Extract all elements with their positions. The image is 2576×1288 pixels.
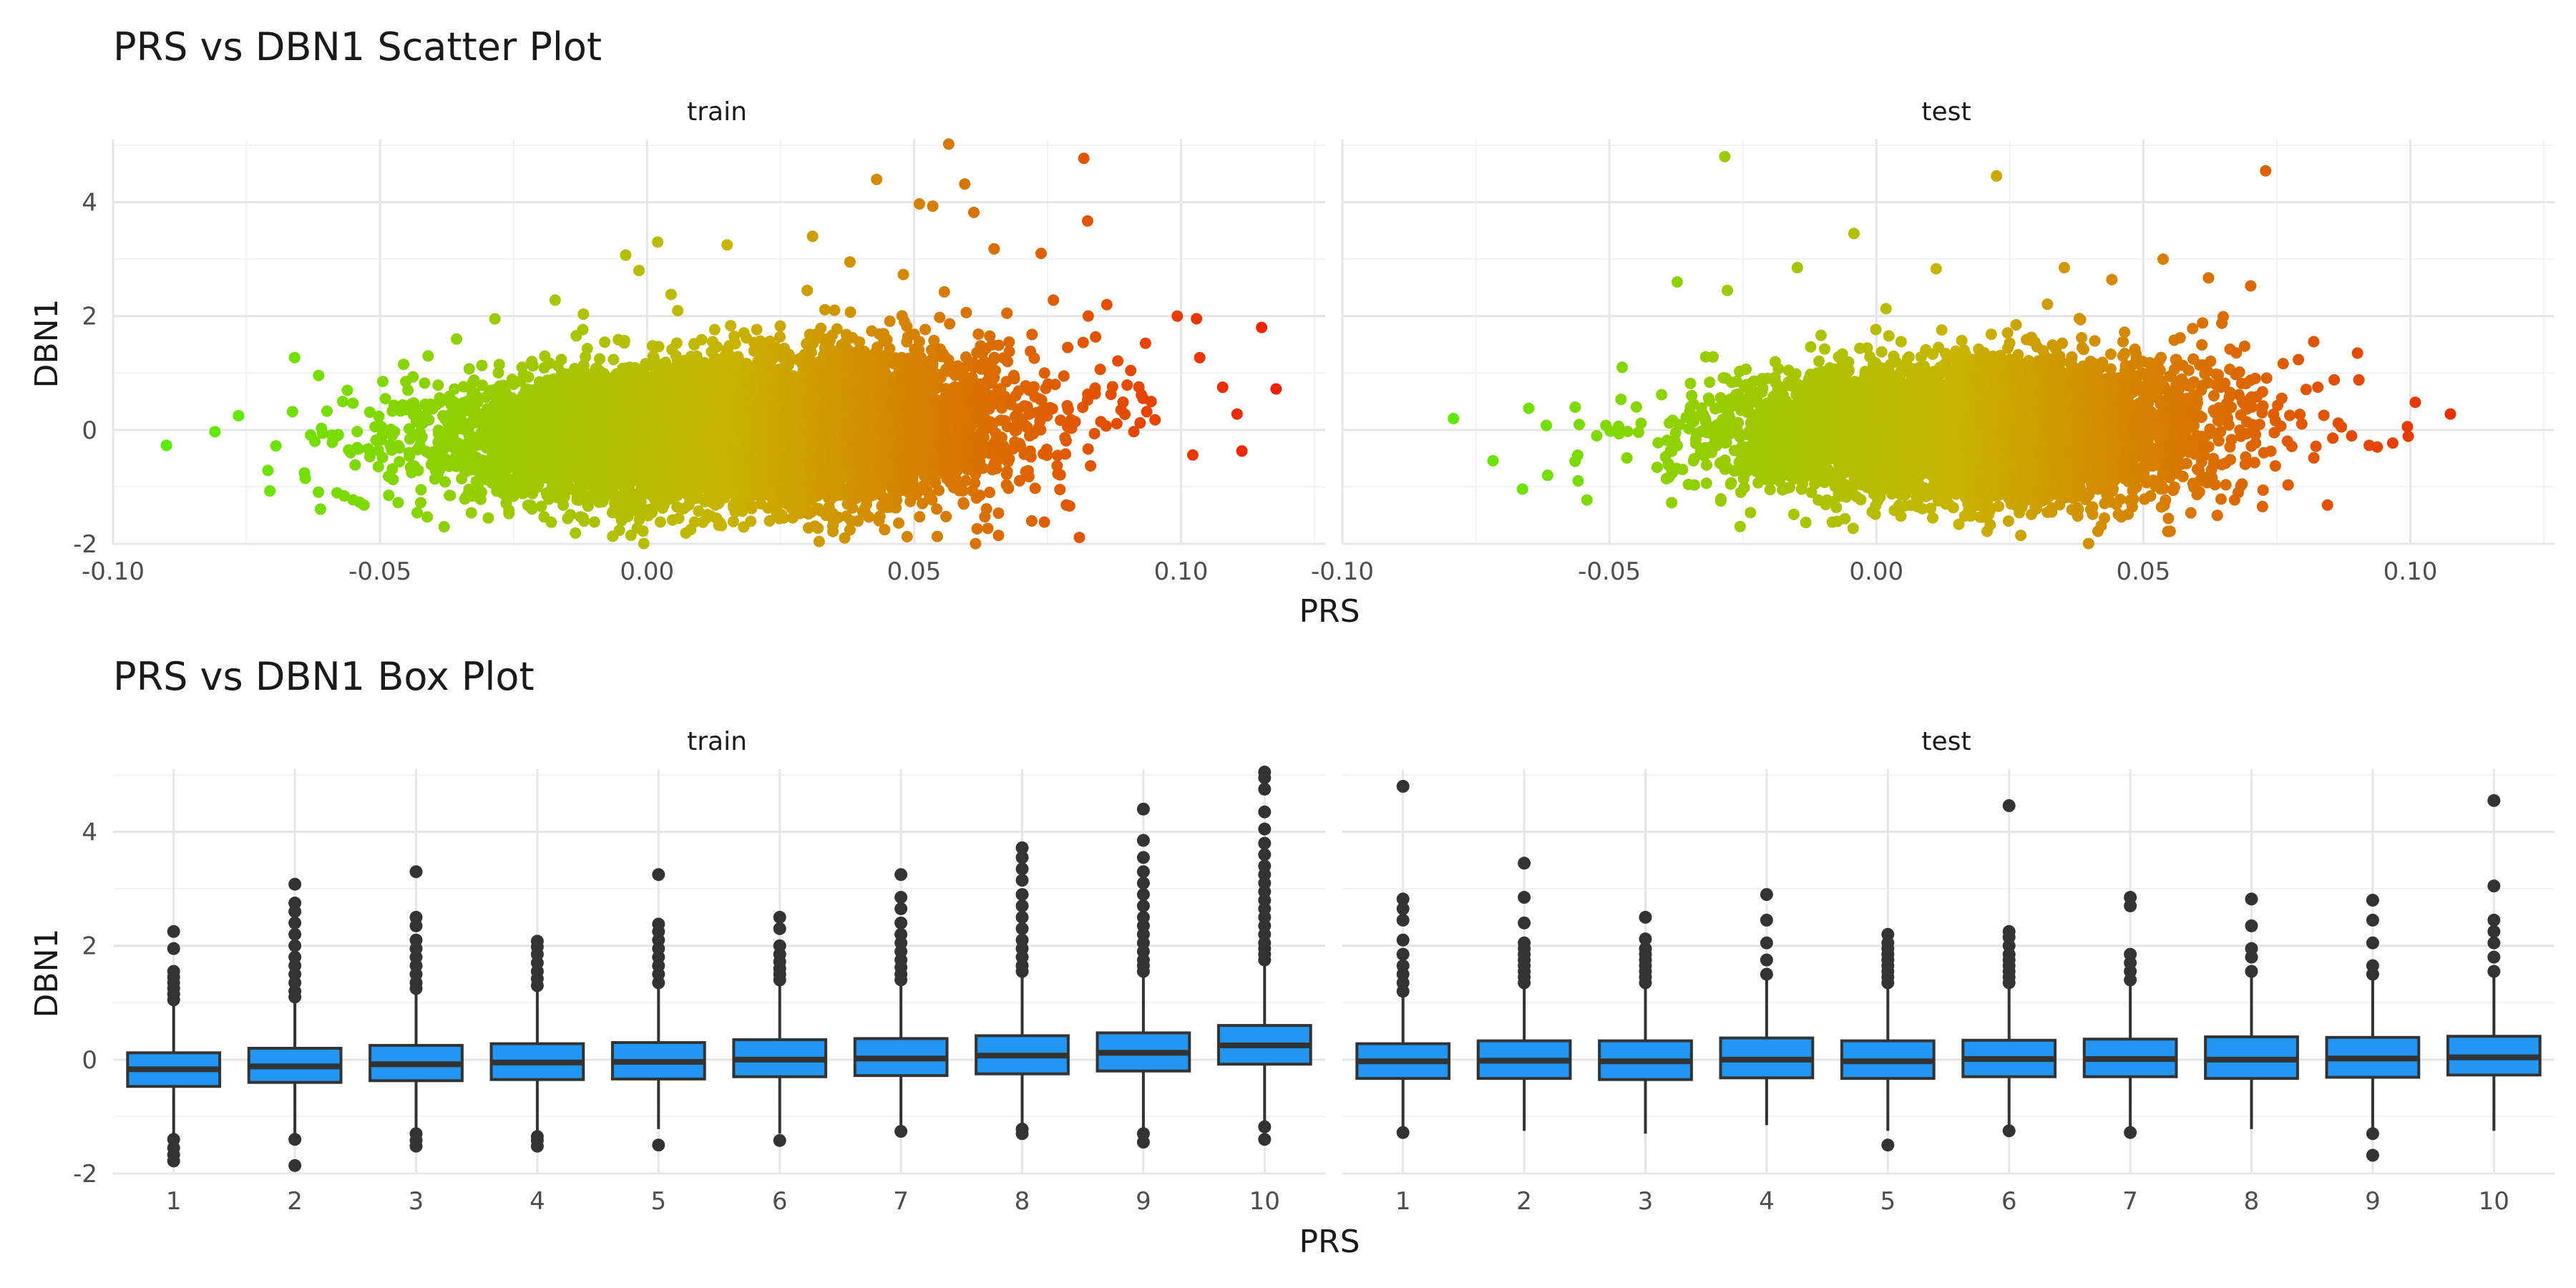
scatter-point [594, 353, 606, 365]
scatter-point [1060, 448, 1072, 460]
scatter-point [608, 353, 620, 366]
scatter-point [1112, 355, 1124, 367]
x-tick-label: -0.05 [348, 557, 411, 586]
scatter-point [522, 499, 534, 512]
scatter-point [914, 511, 926, 523]
y-tick-label: 2 [82, 303, 97, 331]
scatter-point [387, 474, 399, 486]
scatter-point [404, 450, 416, 462]
scatter-point [476, 359, 488, 371]
scatter-point [493, 358, 505, 371]
scatter-point [1002, 356, 1014, 368]
scatter-point [706, 336, 718, 348]
scatter-point [1013, 437, 1025, 449]
scatter-point [376, 452, 389, 464]
scatter-point [1085, 459, 1097, 472]
scatter-point [349, 459, 361, 471]
scatter-point [992, 530, 1005, 542]
scatter-point [919, 323, 932, 336]
scatter-point [774, 320, 786, 332]
scatter-point [1095, 416, 1107, 428]
scatter-point [944, 318, 956, 330]
scatter-point [421, 511, 434, 523]
scatter-point [465, 507, 477, 519]
scatter-point [415, 484, 427, 496]
scatter-facet-label-test: test [1921, 97, 1971, 127]
scatter-point [1003, 336, 1015, 348]
scatter-facet-label-train: train [687, 97, 747, 127]
scatter-panel-train: -0.10 -0.05 0.00 0.05 0.10 -2 0 2 4 [73, 138, 1325, 586]
scatter-point [982, 522, 994, 535]
scatter-point [414, 497, 426, 509]
scatter-point [1117, 396, 1129, 409]
scatter-point [313, 369, 325, 381]
scatter-point [938, 286, 950, 298]
scatter-point [1062, 404, 1074, 416]
scatter-point [1191, 313, 1203, 325]
scatter-point [326, 436, 338, 449]
scatter-point [727, 515, 739, 527]
scatter-point [462, 488, 474, 500]
x-tick-label: 0.05 [887, 557, 942, 586]
scatter-point [411, 507, 424, 519]
scatter-point [565, 509, 577, 521]
scatter-point [960, 306, 972, 318]
x-tick-label: -0.10 [82, 557, 145, 586]
x-tick-label: 0.00 [620, 557, 674, 586]
scatter-point [341, 384, 353, 396]
scatter-chart-title: PRS vs DBN1 Scatter Plot [113, 24, 602, 69]
scatter-point [931, 530, 943, 542]
scatter-point [347, 397, 359, 409]
scatter-point [351, 426, 364, 438]
scatter-point [839, 532, 851, 544]
x-tick-label: 0.10 [1154, 557, 1209, 586]
scatter-point [1111, 418, 1123, 430]
scatter-point [406, 467, 418, 479]
scatter-point [813, 535, 825, 547]
scatter-point [1054, 469, 1066, 481]
scatter-point [209, 426, 221, 438]
scatter-point [1094, 364, 1106, 376]
scatter-point [314, 503, 326, 515]
scatter-point [1038, 367, 1050, 379]
scatter-point [901, 531, 913, 543]
scatter-point [844, 524, 856, 536]
scatter-point [264, 485, 276, 497]
y-tick-label: 0 [82, 416, 97, 445]
y-tick-label: -2 [73, 530, 97, 559]
scatter-point [957, 497, 970, 509]
scatter-point [972, 328, 985, 340]
scatter-point [774, 331, 786, 343]
y-tick-label: 4 [82, 189, 97, 218]
scatter-point [971, 523, 983, 535]
scatter-point [503, 504, 515, 517]
scatter-point [892, 517, 904, 530]
scatter-point [1035, 394, 1048, 406]
scatter-point [467, 377, 479, 389]
scatter-point [581, 343, 593, 355]
scatter-point [1082, 443, 1094, 455]
scatter-point [1025, 515, 1038, 527]
scatter-point [1145, 396, 1157, 408]
scatter-point [745, 515, 757, 527]
scatter-chart: PRS vs DBN1 Scatter Plot train test -0.1… [29, 24, 2555, 630]
scatter-point [653, 341, 665, 353]
scatter-point [708, 323, 721, 336]
scatter-point [854, 336, 866, 348]
scatter-point [383, 489, 395, 502]
scatter-point [392, 497, 404, 509]
